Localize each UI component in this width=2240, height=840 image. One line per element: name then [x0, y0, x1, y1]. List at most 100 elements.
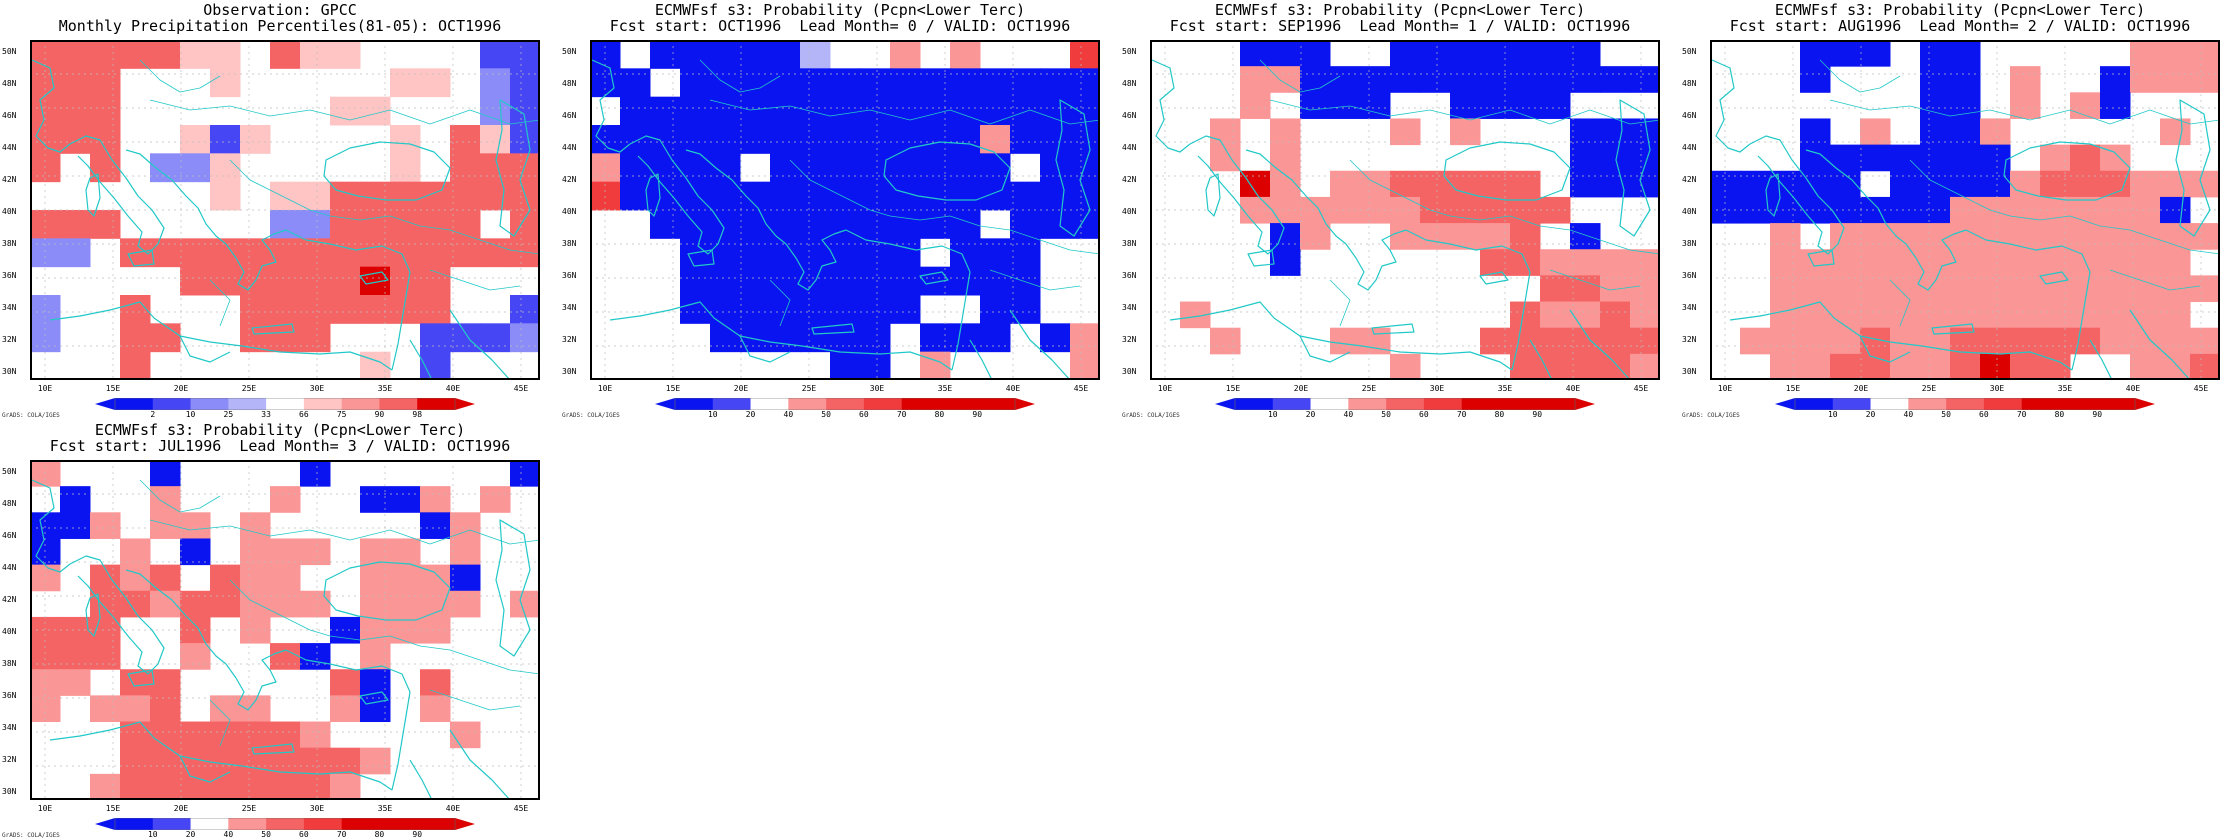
grid-cell [510, 460, 540, 487]
colorbar-arrow-right [455, 818, 475, 830]
lat-label: 50N [2, 47, 17, 56]
grid-cell [1570, 144, 1601, 172]
colorbar-segment [341, 398, 380, 410]
lon-label: 35E [377, 804, 393, 813]
grid-cell [270, 486, 301, 513]
map-panel-lead3: ECMWFsf s3: Probability (Pcpn<Lower Terc… [0, 420, 560, 840]
lat-label: 32N [2, 335, 17, 344]
grid-cell [1010, 210, 1041, 239]
grid-cell [1330, 66, 1361, 93]
grid-cell [150, 721, 181, 749]
grid-cell [1040, 125, 1071, 154]
grid-cell [1510, 223, 1541, 250]
grid-cell [300, 460, 331, 487]
colorbar-label: 90 [2092, 410, 2103, 419]
lat-label: 38N [562, 239, 577, 248]
grid-cell [1390, 118, 1421, 146]
lon-label: 30E [309, 804, 325, 813]
colorbar-label: 60 [1419, 410, 1429, 419]
lat-label: 40N [2, 627, 17, 636]
colorbar-arrow-left [655, 398, 675, 410]
grid-cell [180, 643, 211, 670]
grid-cell [860, 68, 891, 98]
grid-cell [1920, 144, 1951, 172]
grid-cell [150, 153, 181, 183]
grid-cell [830, 295, 861, 324]
grid-cell [890, 96, 921, 126]
colorbar-label: 80 [2054, 410, 2065, 419]
grid-cell [1240, 92, 1271, 119]
colorbar-segment [1272, 398, 1311, 410]
grid-cell [1800, 144, 1831, 172]
grid-cell [860, 181, 891, 211]
grid-cell [1570, 301, 1601, 329]
map-area [590, 40, 1100, 380]
grid-cell [800, 68, 831, 98]
lon-label: 30E [1429, 384, 1445, 393]
lat-label: 46N [2, 111, 17, 120]
grid-cell [1450, 40, 1481, 67]
grid-cell [1600, 249, 1631, 276]
grid-cell [120, 351, 151, 380]
grid-cell [120, 590, 151, 618]
lat-label: 32N [2, 755, 17, 764]
grid-cell [1800, 249, 1831, 276]
grid-cell [480, 153, 511, 183]
grid-cell [1540, 327, 1571, 355]
lat-label: 38N [1682, 239, 1697, 248]
colorbar-segment [939, 398, 978, 410]
grid-cell [30, 695, 61, 723]
lon-label: 10E [597, 384, 613, 393]
grid-cell [1390, 223, 1421, 250]
grid-cell [300, 773, 331, 800]
grid-cell [240, 695, 271, 723]
grid-cell [2100, 327, 2131, 355]
grid-cell [740, 68, 771, 98]
lon-label: 40E [1005, 384, 1021, 393]
grid-cell [150, 460, 181, 487]
grid-cell [2040, 144, 2071, 172]
grid-cell [1890, 327, 1921, 355]
grid-cell [770, 153, 801, 183]
lat-label: 36N [2, 691, 17, 700]
grid-cell [1070, 351, 1100, 380]
grid-cell [150, 747, 181, 775]
colorbar-label: 90 [972, 410, 983, 419]
grid-cell [740, 323, 771, 353]
grid-cell [1950, 223, 1981, 250]
grid-cell [1420, 223, 1451, 250]
grid-cell [1800, 118, 1831, 146]
grid-cell [1510, 170, 1541, 198]
panel-title: Observation: GPCC [203, 1, 357, 19]
grid-cell [1300, 223, 1331, 250]
grid-cell [680, 181, 711, 211]
colorbar-label: 60 [1979, 410, 1989, 419]
grid-cell [1070, 153, 1100, 183]
grid-cell [2130, 301, 2161, 329]
colorbar-segment [152, 398, 191, 410]
grid-cell [210, 721, 241, 749]
grid-cell [800, 96, 831, 126]
lat-label: 48N [1682, 79, 1697, 88]
grid-cell [1980, 223, 2011, 250]
grid-cell [980, 125, 1011, 154]
grid-cell [1980, 275, 2011, 303]
grid-cell [950, 153, 981, 183]
map-area [30, 460, 540, 800]
grid-cell [1800, 327, 1831, 355]
grid-cell [650, 40, 681, 69]
grid-cell [90, 512, 121, 539]
grid-cell [1010, 96, 1041, 126]
grid-cell [300, 643, 331, 670]
grid-cell [950, 323, 981, 353]
grid-cell [650, 181, 681, 211]
grid-cell [1920, 66, 1951, 93]
colorbar-label: 40 [783, 410, 794, 419]
grid-cell [90, 773, 121, 800]
grid-cell [1010, 68, 1041, 98]
grid-cell [800, 295, 831, 324]
grid-cell [180, 153, 211, 183]
colorbar-arrow-right [2135, 398, 2155, 410]
grid-cell [1630, 66, 1660, 93]
grid-cell [150, 669, 181, 696]
